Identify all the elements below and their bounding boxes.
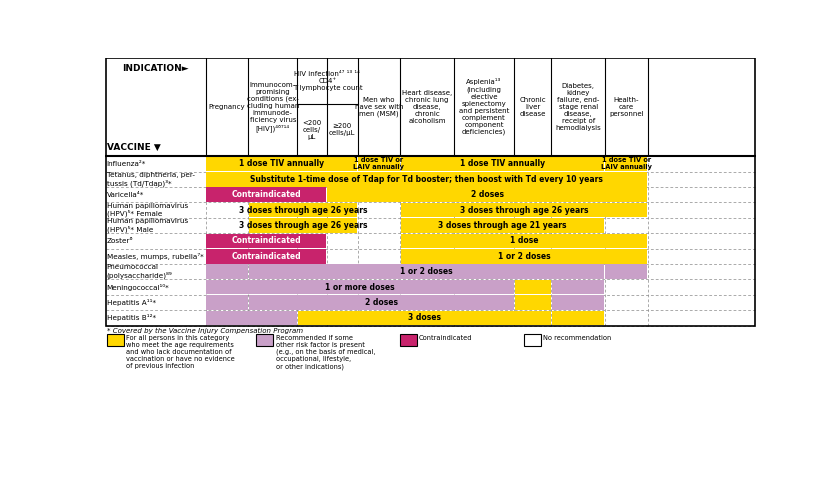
Text: 1 or 2 doses: 1 or 2 doses [401, 267, 453, 276]
Text: Contraindicated: Contraindicated [231, 236, 301, 245]
Text: INDICATION►: INDICATION► [122, 64, 189, 73]
Bar [606, 156, 647, 171]
Text: 1 dose TIV or
LAIV annually: 1 dose TIV or LAIV annually [354, 157, 405, 170]
Bar [327, 187, 647, 202]
Bar [606, 264, 647, 279]
Bar [358, 156, 400, 171]
Text: Human papillomavirus
(HPV)⁵* Male: Human papillomavirus (HPV)⁵* Male [107, 218, 188, 233]
Bar [206, 295, 248, 310]
Bar [401, 218, 605, 233]
Bar [106, 58, 755, 156]
Bar [552, 295, 605, 310]
Text: Diabetes,
kidney
failure, end-
stage renal
disease,
receipt of
hemodialysis: Diabetes, kidney failure, end- stage ren… [555, 83, 601, 131]
Text: 1 dose: 1 dose [510, 236, 538, 245]
Bar [107, 334, 123, 347]
Text: ≥200
cells/μL: ≥200 cells/μL [329, 123, 355, 136]
Text: Immunocom-
promising
conditions (ex-
cluding human
immunode-
ficiency virus
[HIV: Immunocom- promising conditions (ex- clu… [247, 82, 299, 132]
Bar [249, 203, 357, 217]
Text: Human papillomavirus
(HPV)⁵* Female: Human papillomavirus (HPV)⁵* Female [107, 203, 188, 217]
Bar [206, 156, 357, 171]
Bar [523, 334, 541, 347]
Text: Health-
care
personnel: Health- care personnel [609, 97, 643, 117]
Bar [249, 264, 605, 279]
Text: Contraindicated: Contraindicated [419, 335, 472, 341]
Bar [206, 249, 326, 264]
Bar [400, 334, 417, 347]
Bar [206, 280, 514, 294]
Text: Pneumococcal
(polysaccharide)⁸⁹: Pneumococcal (polysaccharide)⁸⁹ [107, 264, 172, 279]
Text: Recommended if some
other risk factor is present
(e.g., on the basis of medical,: Recommended if some other risk factor is… [276, 335, 375, 370]
Text: VACCINE ▼: VACCINE ▼ [108, 144, 161, 152]
Text: Chronic
liver
disease: Chronic liver disease [519, 97, 546, 117]
Text: Contraindicated: Contraindicated [231, 252, 301, 261]
Bar [206, 234, 326, 248]
Bar [206, 264, 248, 279]
Text: Asplenia¹³
(including
elective
splenectomy
and persistent
complement
component
d: Asplenia¹³ (including elective splenecto… [459, 78, 509, 135]
Text: 1 dose TIV or
LAIV annually: 1 dose TIV or LAIV annually [601, 157, 652, 170]
Text: Hepatitis A¹¹*: Hepatitis A¹¹* [107, 299, 155, 306]
Text: 3 doses: 3 doses [407, 313, 441, 323]
Bar [401, 249, 647, 264]
Text: Varicella⁴*: Varicella⁴* [107, 192, 144, 198]
Text: Contraindicated: Contraindicated [231, 190, 301, 199]
Text: 1 dose TIV annually: 1 dose TIV annually [239, 159, 324, 168]
Text: 1 or more doses: 1 or more doses [325, 283, 395, 291]
Bar [206, 172, 647, 187]
Text: Men who
have sex with
men (MSM): Men who have sex with men (MSM) [354, 96, 403, 117]
Text: 1 or 2 doses: 1 or 2 doses [497, 252, 550, 261]
Bar [206, 187, 326, 202]
Text: Heart disease,
chronic lung
disease,
chronic
alcoholism: Heart disease, chronic lung disease, chr… [402, 90, 452, 124]
Text: Hepatitis B¹²*: Hepatitis B¹²* [107, 314, 155, 322]
Text: 3 doses through age 26 years: 3 doses through age 26 years [239, 205, 367, 215]
Bar [515, 280, 551, 294]
Text: Substitute 1-time dose of Tdap for Td booster; then boost with Td every 10 years: Substitute 1-time dose of Tdap for Td bo… [250, 175, 603, 184]
Text: HIV infection⁴⁷ ¹³ ¹⁴
CD4⁺
T lymphocyte count: HIV infection⁴⁷ ¹³ ¹⁴ CD4⁺ T lymphocyte … [292, 71, 362, 91]
Text: 3 doses through age 26 years: 3 doses through age 26 years [459, 205, 588, 215]
Bar [106, 58, 755, 325]
Text: 2 doses: 2 doses [470, 190, 503, 199]
Text: <200
cells/
μL: <200 cells/ μL [302, 120, 322, 140]
Bar [401, 156, 605, 171]
Bar [552, 280, 605, 294]
Text: Meningococcal¹⁰*: Meningococcal¹⁰* [107, 284, 170, 290]
Text: Measles, mumps, rubella⁷*: Measles, mumps, rubella⁷* [107, 253, 203, 260]
Text: * Covered by the Vaccine Injury Compensation Program: * Covered by the Vaccine Injury Compensa… [107, 328, 302, 334]
Bar [256, 334, 273, 347]
Bar [297, 311, 551, 325]
Text: 3 doses through age 21 years: 3 doses through age 21 years [438, 221, 567, 230]
Bar [515, 295, 551, 310]
Bar [552, 311, 605, 325]
Text: Influenza²*: Influenza²* [107, 161, 146, 167]
Text: Tetanus, diphtheria, per-
tussis (Td/Tdap)³*: Tetanus, diphtheria, per- tussis (Td/Tda… [107, 172, 195, 187]
Text: 1 dose TIV annually: 1 dose TIV annually [460, 159, 545, 168]
Bar [249, 295, 514, 310]
Bar [401, 234, 647, 248]
Text: No recommendation: No recommendation [543, 335, 612, 341]
Text: 3 doses through age 26 years: 3 doses through age 26 years [239, 221, 367, 230]
Text: For all persons in this category
who meet the age requirements
and who lack docu: For all persons in this category who mee… [126, 335, 234, 369]
Bar [249, 218, 357, 233]
Bar [401, 203, 647, 217]
Text: Zoster⁶: Zoster⁶ [107, 238, 133, 244]
Text: Pregnancy: Pregnancy [209, 104, 245, 110]
Bar [206, 311, 297, 325]
Text: 2 doses: 2 doses [365, 298, 398, 307]
